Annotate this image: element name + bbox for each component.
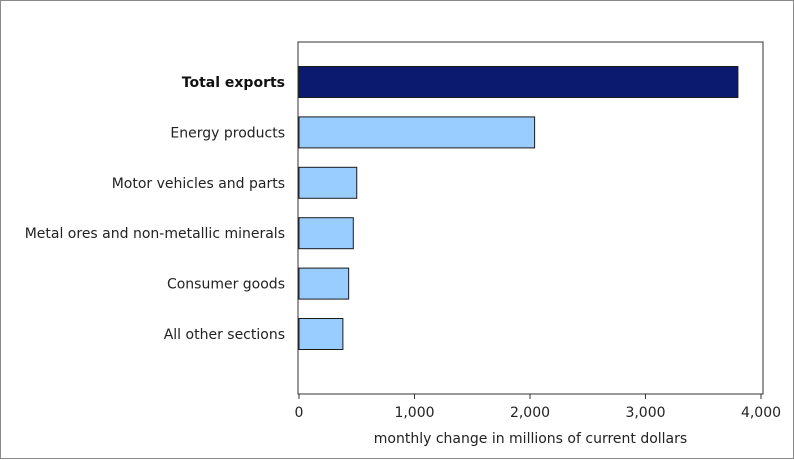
category-label-all-other-sections: All other sections (164, 327, 285, 343)
x-axis-title: monthly change in millions of current do… (374, 431, 687, 447)
plot-area (297, 41, 764, 395)
bar-all-other-sections (298, 318, 344, 350)
bar-motor-vehicles-and-parts (298, 166, 358, 199)
x-tick-label: 1,000 (394, 405, 434, 421)
x-tick-label: 4,000 (741, 405, 781, 421)
category-label-total-exports: Total exports (182, 75, 285, 91)
category-label-consumer-goods: Consumer goods (167, 277, 285, 293)
x-tick-label: 3,000 (625, 405, 665, 421)
x-tick-label: 0 (295, 405, 304, 421)
bar-consumer-goods (298, 267, 350, 300)
x-tick-label: 2,000 (510, 405, 550, 421)
bar-energy-products (298, 116, 536, 149)
bar-metal-ores-and-non-metallic-minerals (298, 217, 354, 250)
category-label-motor-vehicles-and-parts: Motor vehicles and parts (112, 176, 285, 192)
category-label-metal-ores-and-non-metallic-minerals: Metal ores and non-metallic minerals (25, 226, 285, 242)
bar-total-exports (298, 66, 739, 98)
category-label-energy-products: Energy products (170, 125, 285, 141)
